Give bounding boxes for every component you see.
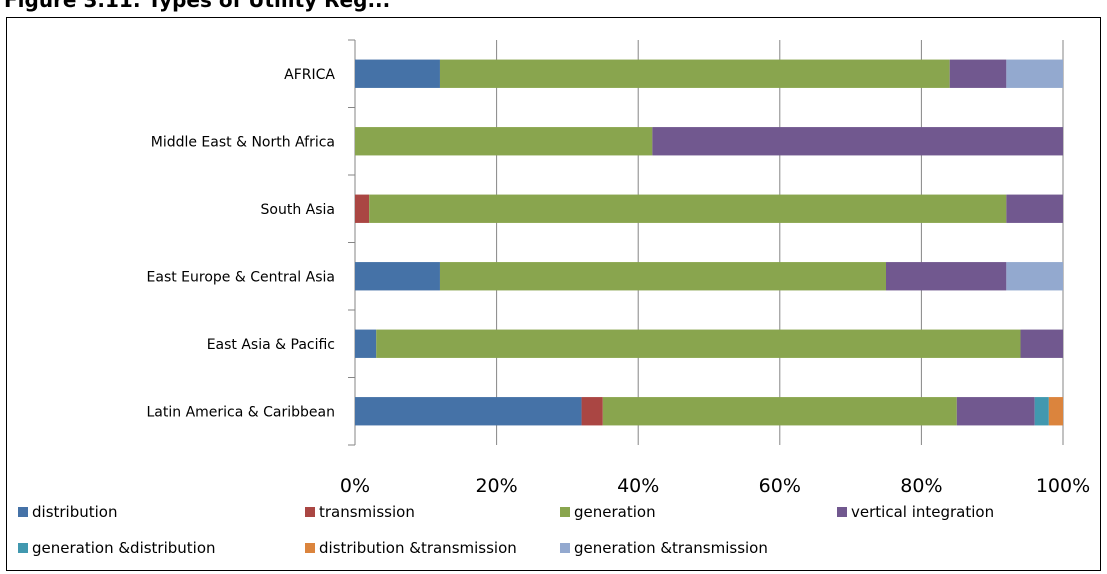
bar-latin-america-and-caribbean-distribution bbox=[355, 397, 582, 426]
chart-frame bbox=[6, 17, 1101, 571]
bar-east-europe-and-central-asia-generation bbox=[439, 262, 886, 291]
bar-africa-generation bbox=[439, 59, 950, 88]
category-label-east-asia-and-pacific: East Asia & Pacific bbox=[207, 337, 335, 353]
legend-swatch-transmission bbox=[305, 507, 315, 517]
legend-label-transmission: transmission bbox=[319, 503, 415, 521]
category-label-africa: AFRICA bbox=[284, 67, 335, 83]
legend-label-generation: generation bbox=[574, 503, 656, 521]
bar-east-europe-and-central-asia-vertical-integration bbox=[886, 262, 1007, 291]
title-strip: Figure 3.11: Types of Utility Reg... bbox=[0, 0, 1107, 14]
bar-latin-america-and-caribbean-transmission bbox=[581, 397, 603, 426]
bar-latin-america-and-caribbean-generation-anddistribution bbox=[1034, 397, 1049, 426]
bar-east-europe-and-central-asia-generation-andtransmission bbox=[1006, 262, 1063, 291]
legend-swatch-generation-anddistribution bbox=[18, 543, 28, 553]
category-label-east-europe-and-central-asia: East Europe & Central Asia bbox=[147, 269, 335, 285]
bar-middle-east-and-north-africa-generation bbox=[355, 127, 653, 156]
bar-east-asia-and-pacific-vertical-integration bbox=[1020, 329, 1063, 358]
bar-south-asia-vertical-integration bbox=[1006, 194, 1063, 223]
legend-swatch-generation bbox=[560, 507, 570, 517]
x-tick-label-3: 60% bbox=[759, 475, 801, 497]
bar-east-asia-and-pacific-distribution bbox=[355, 329, 377, 358]
bar-middle-east-and-north-africa-vertical-integration bbox=[652, 127, 1063, 156]
bar-africa-distribution bbox=[355, 59, 440, 88]
bar-latin-america-and-caribbean-generation bbox=[602, 397, 957, 426]
bar-africa-vertical-integration bbox=[949, 59, 1007, 88]
x-tick-label-5: 100% bbox=[1036, 475, 1090, 497]
chart-title: Figure 3.11: Types of Utility Reg... bbox=[4, 0, 391, 12]
bar-east-asia-and-pacific-generation bbox=[376, 329, 1021, 358]
x-tick-label-0: 0% bbox=[340, 475, 370, 497]
bar-latin-america-and-caribbean-vertical-integration bbox=[956, 397, 1035, 426]
category-label-south-asia: South Asia bbox=[261, 202, 335, 218]
x-tick-label-4: 80% bbox=[900, 475, 942, 497]
legend-swatch-vertical-integration bbox=[837, 507, 847, 517]
bar-east-europe-and-central-asia-distribution bbox=[355, 262, 440, 291]
bar-africa-generation-andtransmission bbox=[1006, 59, 1063, 88]
legend-swatch-distribution-andtransmission bbox=[305, 543, 315, 553]
x-tick-label-2: 40% bbox=[617, 475, 659, 497]
category-label-middle-east-and-north-africa: Middle East & North Africa bbox=[151, 134, 335, 150]
legend-label-vertical-integration: vertical integration bbox=[851, 503, 994, 521]
bar-south-asia-generation bbox=[369, 194, 1007, 223]
x-tick-label-1: 20% bbox=[475, 475, 517, 497]
category-label-latin-america-and-caribbean: Latin America & Caribbean bbox=[147, 404, 336, 420]
legend-label-distribution-andtransmission: distribution &transmission bbox=[319, 539, 517, 557]
legend-swatch-generation-andtransmission bbox=[560, 543, 570, 553]
legend-label-generation-anddistribution: generation &distribution bbox=[32, 539, 216, 557]
bar-south-asia-transmission bbox=[355, 194, 370, 223]
legend-label-distribution: distribution bbox=[32, 503, 117, 521]
legend-swatch-distribution bbox=[18, 507, 28, 517]
bar-latin-america-and-caribbean-distribution-andtransmission bbox=[1048, 397, 1063, 426]
legend-label-generation-andtransmission: generation &transmission bbox=[574, 539, 768, 557]
